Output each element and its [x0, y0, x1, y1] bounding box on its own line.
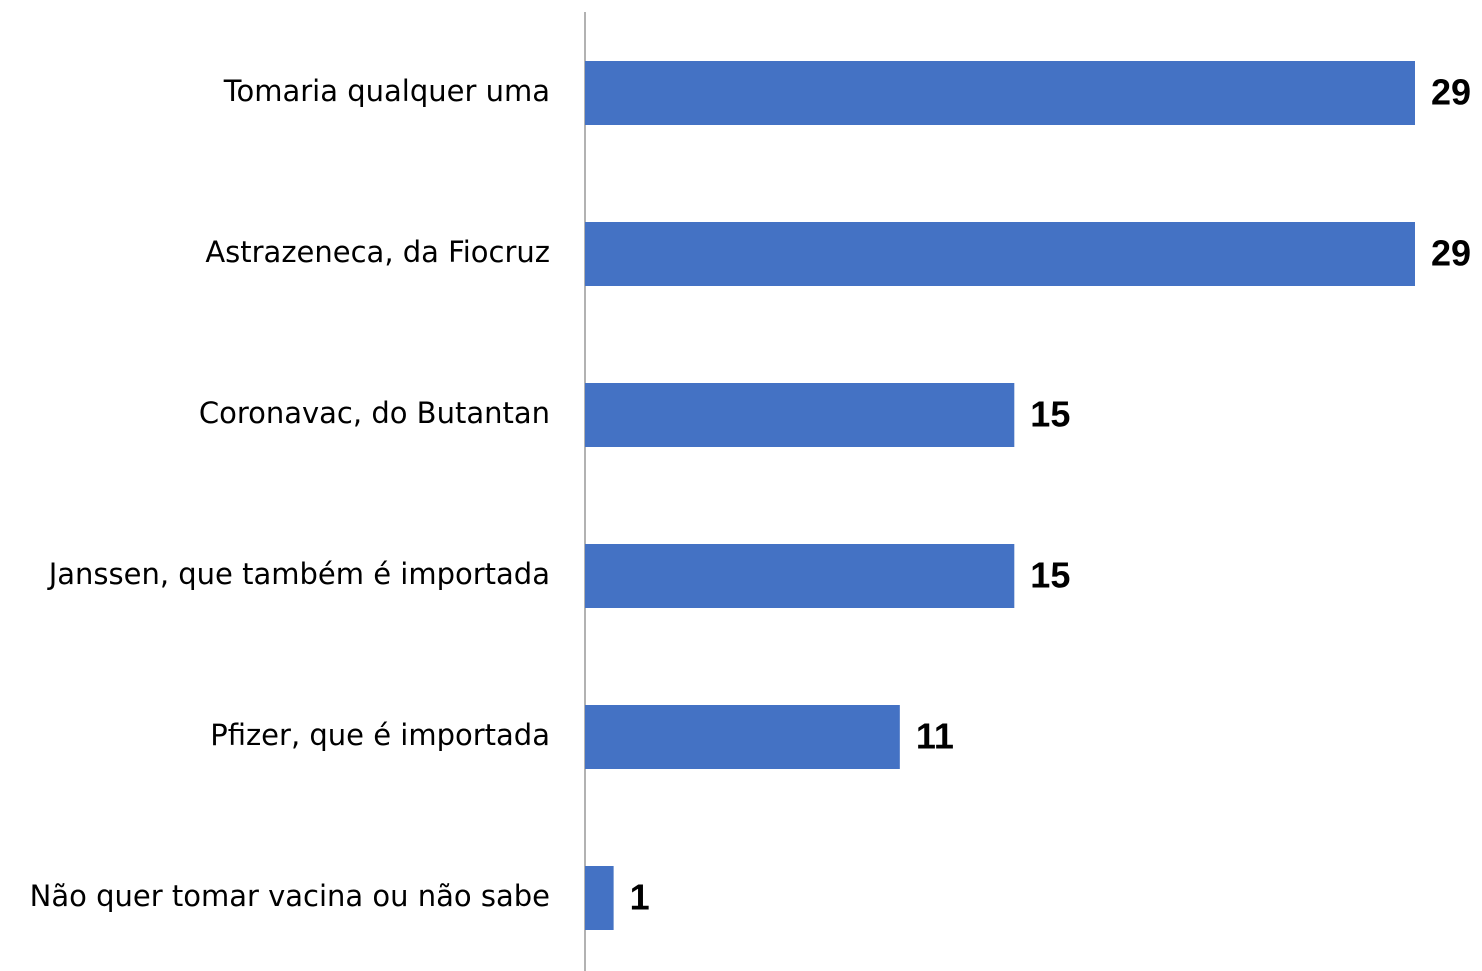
value-label: 15	[1030, 394, 1070, 435]
bar	[585, 383, 1015, 447]
bar	[585, 866, 614, 930]
y-tick-label: Não quer tomar vacina ou não sabe	[30, 879, 550, 913]
bar	[585, 222, 1415, 286]
value-label: 29	[1431, 233, 1471, 274]
y-tick-label: Coronavac, do Butantan	[199, 396, 550, 430]
value-label: 29	[1431, 72, 1471, 113]
bar	[585, 61, 1415, 125]
value-label: 15	[1030, 555, 1070, 596]
bar	[585, 544, 1015, 608]
value-label: 1	[630, 877, 650, 918]
value-label: 11	[916, 716, 954, 757]
y-tick-label: Tomaria qualquer uma	[223, 74, 550, 108]
y-tick-label: Janssen, que também é importada	[47, 557, 550, 591]
y-tick-label: Pfizer, que é importada	[210, 718, 550, 752]
y-tick-label: Astrazeneca, da Fiocruz	[205, 235, 550, 269]
bar	[585, 705, 900, 769]
